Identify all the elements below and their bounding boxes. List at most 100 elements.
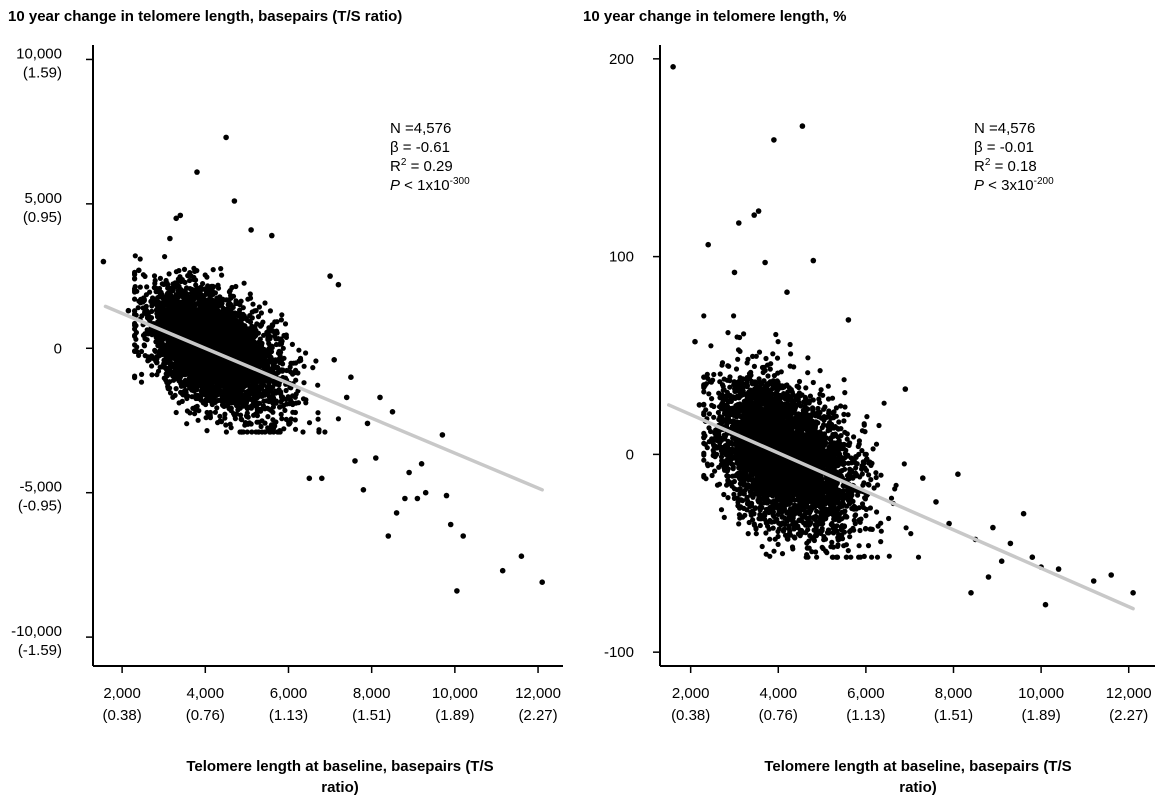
scatter-point bbox=[218, 372, 224, 378]
scatter-point bbox=[132, 296, 138, 302]
scatter-point bbox=[216, 324, 222, 331]
scatter-point bbox=[282, 407, 288, 413]
scatter-cloud bbox=[701, 313, 922, 560]
scatter-point bbox=[189, 350, 195, 356]
scatter-point bbox=[172, 284, 178, 290]
stat-r2: R2 = 0.29 bbox=[390, 157, 453, 175]
scatter-point bbox=[167, 235, 173, 242]
scatter-point bbox=[214, 405, 220, 411]
x-tick-sublabel: (2.27) bbox=[1109, 707, 1148, 724]
scatter-point bbox=[238, 298, 244, 304]
scatter-point bbox=[195, 417, 201, 423]
y-tick-label: 10,000 bbox=[16, 45, 62, 62]
scatter-point bbox=[259, 393, 265, 399]
scatter-point bbox=[153, 289, 159, 295]
scatter-point bbox=[191, 294, 197, 300]
scatter-point bbox=[218, 419, 225, 425]
scatter-point bbox=[236, 346, 242, 353]
scatter-point bbox=[270, 409, 276, 415]
scatter-point bbox=[164, 324, 170, 330]
scatter-point bbox=[268, 345, 274, 351]
scatter-point bbox=[191, 265, 197, 271]
scatter-point bbox=[267, 336, 273, 342]
scatter-point bbox=[292, 394, 298, 400]
scatter-point bbox=[154, 372, 160, 378]
x-tick-sublabel: (1.13) bbox=[269, 707, 308, 724]
scatter-point bbox=[203, 384, 209, 390]
scatter-point bbox=[216, 384, 222, 390]
scatter-point bbox=[173, 357, 179, 363]
x-tick-sublabel: (1.13) bbox=[846, 707, 885, 724]
scatter-point bbox=[296, 347, 302, 353]
scatter-point bbox=[278, 411, 284, 417]
scatter-point bbox=[300, 429, 306, 435]
x-tick-sublabel: (1.89) bbox=[435, 707, 474, 724]
stat-r2-value: = 0.29 bbox=[406, 158, 452, 175]
scatter-point bbox=[177, 350, 183, 356]
scatter-point bbox=[157, 335, 163, 341]
scatter-point bbox=[185, 344, 192, 350]
scatter-point bbox=[255, 360, 261, 366]
x-tick-label: 10,000 bbox=[1018, 685, 1064, 702]
scatter-point bbox=[335, 281, 342, 288]
chart-panel-1: 10 year change in telomere length, basep… bbox=[8, 8, 563, 796]
x-tick-label: 6,000 bbox=[270, 685, 308, 702]
scatter-point bbox=[175, 292, 181, 298]
scatter-cloud bbox=[132, 253, 341, 435]
scatter-point bbox=[352, 458, 358, 464]
x-tick-label: 8,000 bbox=[353, 685, 391, 702]
scatter-point bbox=[248, 333, 254, 339]
x-tick-label: 6,000 bbox=[847, 685, 885, 702]
scatter-point bbox=[176, 268, 182, 274]
scatter-point bbox=[157, 275, 163, 281]
scatter-point bbox=[292, 370, 298, 376]
scatter-point bbox=[232, 310, 238, 316]
scatter-point bbox=[202, 337, 208, 344]
scatter-point bbox=[252, 390, 258, 396]
scatter-point bbox=[247, 319, 254, 325]
scatter-point bbox=[215, 295, 221, 301]
scatter-point bbox=[270, 404, 276, 410]
scatter-point bbox=[254, 408, 261, 414]
x-tick-label: 8,000 bbox=[935, 685, 973, 702]
scatter-point bbox=[141, 343, 148, 349]
scatter-point bbox=[343, 394, 350, 401]
stat-n: N =4,576 bbox=[390, 120, 451, 137]
scatter-point bbox=[132, 375, 138, 381]
scatter-point bbox=[232, 318, 238, 324]
scatter-point bbox=[248, 348, 254, 355]
scatter-point bbox=[306, 475, 313, 482]
scatter-point bbox=[269, 232, 275, 239]
scatter-point bbox=[170, 348, 176, 354]
scatter-point bbox=[418, 461, 425, 467]
scatter-point bbox=[132, 311, 138, 317]
scatter-point bbox=[175, 373, 181, 379]
x-axis-label: ratio) bbox=[321, 779, 359, 796]
scatter-point bbox=[271, 424, 277, 430]
scatter-point bbox=[258, 310, 264, 316]
scatter-point bbox=[182, 288, 188, 294]
scatter-point bbox=[300, 396, 307, 402]
scatter-point bbox=[183, 387, 189, 394]
scatter-point bbox=[207, 330, 213, 336]
scatter-point bbox=[181, 266, 188, 272]
scatter-point bbox=[270, 357, 276, 363]
scatter-point bbox=[198, 306, 204, 312]
scatter-point bbox=[149, 372, 155, 378]
scatter-point bbox=[237, 354, 243, 360]
scatter-point bbox=[246, 374, 252, 380]
chart-title: 10 year change in telomere length, % bbox=[583, 8, 846, 25]
scatter-point bbox=[204, 356, 211, 362]
scatter-point bbox=[223, 429, 229, 435]
scatter-point bbox=[233, 283, 239, 290]
scatter-point bbox=[164, 349, 170, 355]
scatter-point bbox=[208, 316, 214, 322]
scatter-point bbox=[217, 391, 223, 397]
scatter-point bbox=[212, 409, 218, 415]
scatter-point bbox=[138, 379, 145, 385]
scatter-point bbox=[190, 373, 196, 380]
scatter-point bbox=[210, 386, 216, 392]
scatter-point bbox=[195, 290, 201, 296]
scatter-point bbox=[273, 419, 279, 425]
